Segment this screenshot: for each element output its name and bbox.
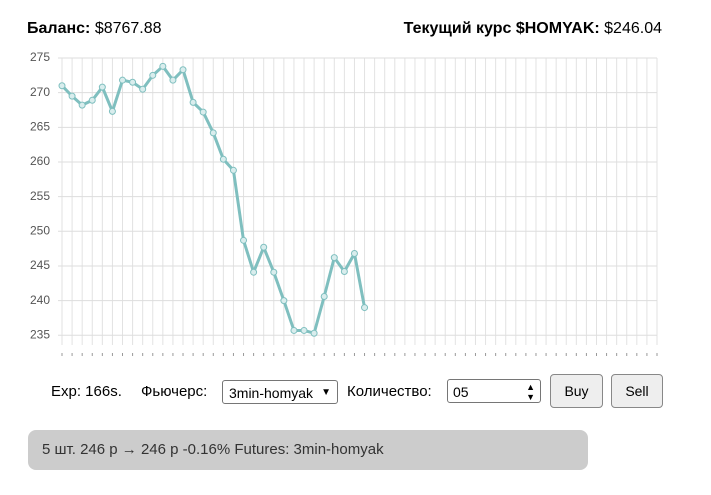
point (129, 78, 137, 86)
futures-label: Фьючерс: (141, 383, 208, 400)
y-tick-label: 270 (30, 85, 50, 99)
status-box: 5 шт. 246 р → 246 р -0.16% Futures: 3min… (28, 430, 588, 470)
qty-label: Количество: (347, 383, 432, 400)
point (199, 108, 207, 116)
y-tick-label: 245 (30, 258, 50, 272)
y-tick-label: 260 (30, 154, 50, 168)
point (98, 83, 106, 91)
point (290, 326, 298, 334)
qty-value: 05 (453, 384, 469, 400)
point (149, 71, 157, 79)
point (340, 268, 348, 276)
point (88, 96, 96, 104)
point (169, 76, 177, 84)
qty-input[interactable]: 05 ▲ ▼ (447, 379, 541, 403)
balance: Баланс: $8767.88 (27, 20, 162, 38)
y-tick-label: 275 (30, 50, 50, 64)
y-tick-label: 240 (30, 293, 50, 307)
point (108, 107, 116, 115)
balance-label: Баланс: (27, 20, 91, 37)
point (68, 92, 76, 100)
balance-value: $8767.88 (94, 20, 162, 37)
rate: Текущий курс $HOMYAK: $246.04 (404, 20, 662, 38)
point (159, 62, 167, 70)
y-tick-label: 250 (30, 223, 50, 237)
y-tick-label: 265 (30, 119, 50, 133)
point (300, 326, 308, 334)
point (310, 329, 318, 337)
point (119, 76, 127, 84)
point (78, 101, 86, 109)
point (189, 98, 197, 106)
point (350, 249, 358, 257)
chart: 235 240 245 250 255 260 265 270 275 (30, 50, 658, 356)
exp-text: Exp: 166s. (51, 383, 122, 400)
futures-select[interactable]: 3min-homyak ▼ (222, 380, 338, 404)
dropdown-arrow: ▼ (321, 387, 331, 398)
point (219, 155, 227, 163)
point (260, 243, 268, 251)
sell-button[interactable]: Sell (611, 374, 663, 408)
rate-label: Текущий курс $HOMYAK: (403, 20, 600, 37)
point (270, 268, 278, 276)
point (58, 82, 66, 90)
point (240, 236, 248, 244)
buy-button[interactable]: Buy (550, 374, 603, 408)
point (139, 85, 147, 93)
point (179, 66, 187, 74)
point (361, 304, 369, 312)
rate-value: $246.04 (604, 20, 662, 37)
futures-value: 3min-homyak (229, 385, 314, 401)
point (320, 292, 328, 300)
spinner: ▲ ▼ (526, 382, 535, 402)
y-tick-label: 255 (30, 189, 50, 203)
point (280, 297, 288, 305)
point (229, 166, 237, 174)
y-tick-label: 235 (30, 327, 50, 341)
point (330, 254, 338, 262)
point (250, 268, 258, 276)
point (209, 129, 217, 137)
